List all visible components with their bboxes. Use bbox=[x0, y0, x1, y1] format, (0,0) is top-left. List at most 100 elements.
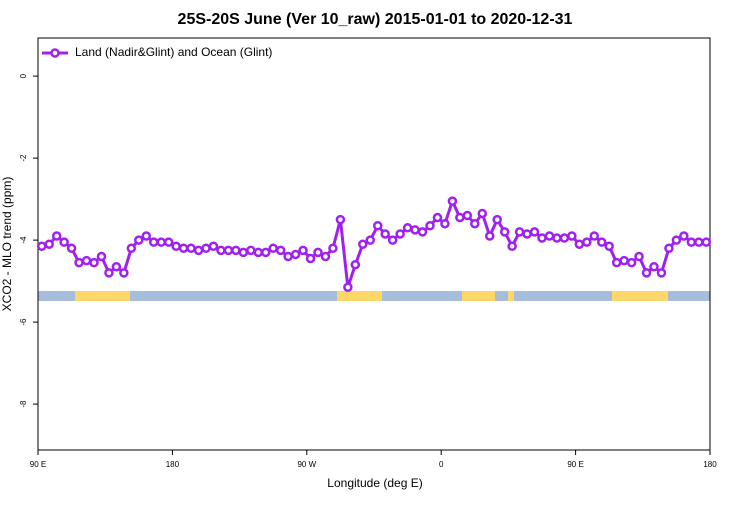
point bbox=[604, 241, 614, 252]
point bbox=[567, 231, 577, 241]
point bbox=[36, 241, 47, 252]
x-axis-label: Longitude (deg E) bbox=[327, 476, 422, 490]
point bbox=[119, 268, 129, 278]
point bbox=[328, 243, 338, 254]
y-axis-label: XCO2 - MLO trend (ppm) bbox=[0, 177, 14, 312]
point bbox=[238, 247, 249, 258]
point bbox=[626, 257, 637, 268]
point bbox=[74, 257, 84, 268]
point bbox=[589, 231, 600, 241]
point bbox=[432, 212, 443, 223]
point bbox=[305, 253, 316, 264]
point bbox=[104, 268, 114, 278]
point bbox=[372, 221, 383, 231]
point bbox=[66, 243, 77, 254]
point bbox=[253, 247, 264, 258]
point bbox=[208, 241, 219, 252]
point bbox=[477, 208, 488, 219]
x-tick-label: 0 bbox=[439, 460, 444, 469]
y-tick-label: -6 bbox=[19, 318, 28, 326]
point bbox=[275, 245, 286, 256]
point bbox=[380, 229, 390, 239]
point bbox=[611, 257, 622, 268]
point bbox=[260, 247, 271, 258]
point bbox=[552, 233, 562, 243]
point bbox=[417, 227, 428, 237]
point bbox=[484, 231, 495, 241]
point bbox=[350, 259, 361, 270]
land-patch bbox=[612, 291, 668, 301]
point bbox=[656, 268, 667, 278]
y-tick-label: -8 bbox=[19, 400, 28, 408]
x-tick-label: 90 E bbox=[30, 460, 46, 469]
point bbox=[246, 245, 256, 256]
point bbox=[96, 251, 107, 262]
point bbox=[529, 227, 540, 237]
point bbox=[59, 237, 69, 247]
chart-title: 25S-20S June (Ver 10_raw) 2015-01-01 to … bbox=[178, 11, 573, 28]
point bbox=[320, 251, 331, 262]
point bbox=[537, 233, 547, 243]
point bbox=[126, 243, 137, 254]
land-patch bbox=[508, 291, 514, 301]
point bbox=[156, 237, 166, 247]
point bbox=[596, 237, 607, 247]
point bbox=[51, 231, 62, 241]
point bbox=[358, 239, 368, 249]
point bbox=[410, 225, 420, 235]
point bbox=[163, 237, 174, 247]
point bbox=[313, 247, 323, 258]
point bbox=[440, 218, 450, 229]
point bbox=[462, 210, 473, 221]
point bbox=[365, 235, 376, 245]
point bbox=[216, 245, 226, 256]
point bbox=[178, 243, 189, 254]
point bbox=[298, 245, 308, 256]
point bbox=[619, 255, 629, 266]
land-patch bbox=[337, 291, 382, 301]
point bbox=[679, 231, 689, 241]
point bbox=[290, 249, 301, 260]
point bbox=[81, 255, 92, 266]
x-tick-label: 180 bbox=[703, 460, 717, 469]
point bbox=[641, 268, 652, 278]
point bbox=[134, 235, 144, 245]
point bbox=[582, 237, 592, 247]
point bbox=[402, 223, 413, 233]
point bbox=[193, 245, 204, 256]
point bbox=[201, 243, 211, 254]
y-tick-label: -2 bbox=[19, 154, 28, 162]
point bbox=[89, 257, 99, 268]
point bbox=[387, 235, 398, 245]
point bbox=[171, 241, 181, 252]
point bbox=[343, 282, 353, 292]
point bbox=[268, 243, 278, 254]
point bbox=[141, 231, 152, 241]
point bbox=[148, 237, 159, 247]
point bbox=[492, 214, 502, 225]
point bbox=[455, 212, 465, 223]
point bbox=[499, 227, 510, 237]
point bbox=[649, 262, 659, 272]
point bbox=[223, 245, 234, 256]
x-tick-label: 90 E bbox=[567, 460, 583, 469]
x-tick-label: 180 bbox=[166, 460, 180, 469]
point bbox=[671, 235, 682, 245]
point bbox=[559, 233, 570, 243]
point bbox=[701, 237, 712, 247]
legend-label: Land (Nadir&Glint) and Ocean (Glint) bbox=[75, 45, 272, 59]
x-tick-label: 90 W bbox=[297, 460, 316, 469]
point bbox=[634, 251, 644, 262]
point bbox=[335, 214, 346, 225]
land-patch bbox=[75, 291, 130, 301]
point bbox=[44, 239, 54, 249]
point bbox=[470, 218, 480, 229]
point bbox=[395, 229, 405, 239]
point bbox=[574, 239, 585, 249]
point bbox=[283, 251, 293, 262]
point bbox=[544, 231, 555, 241]
point bbox=[694, 237, 704, 247]
point bbox=[425, 221, 435, 231]
land-patch bbox=[462, 291, 495, 301]
y-tick-label: 0 bbox=[19, 73, 28, 78]
